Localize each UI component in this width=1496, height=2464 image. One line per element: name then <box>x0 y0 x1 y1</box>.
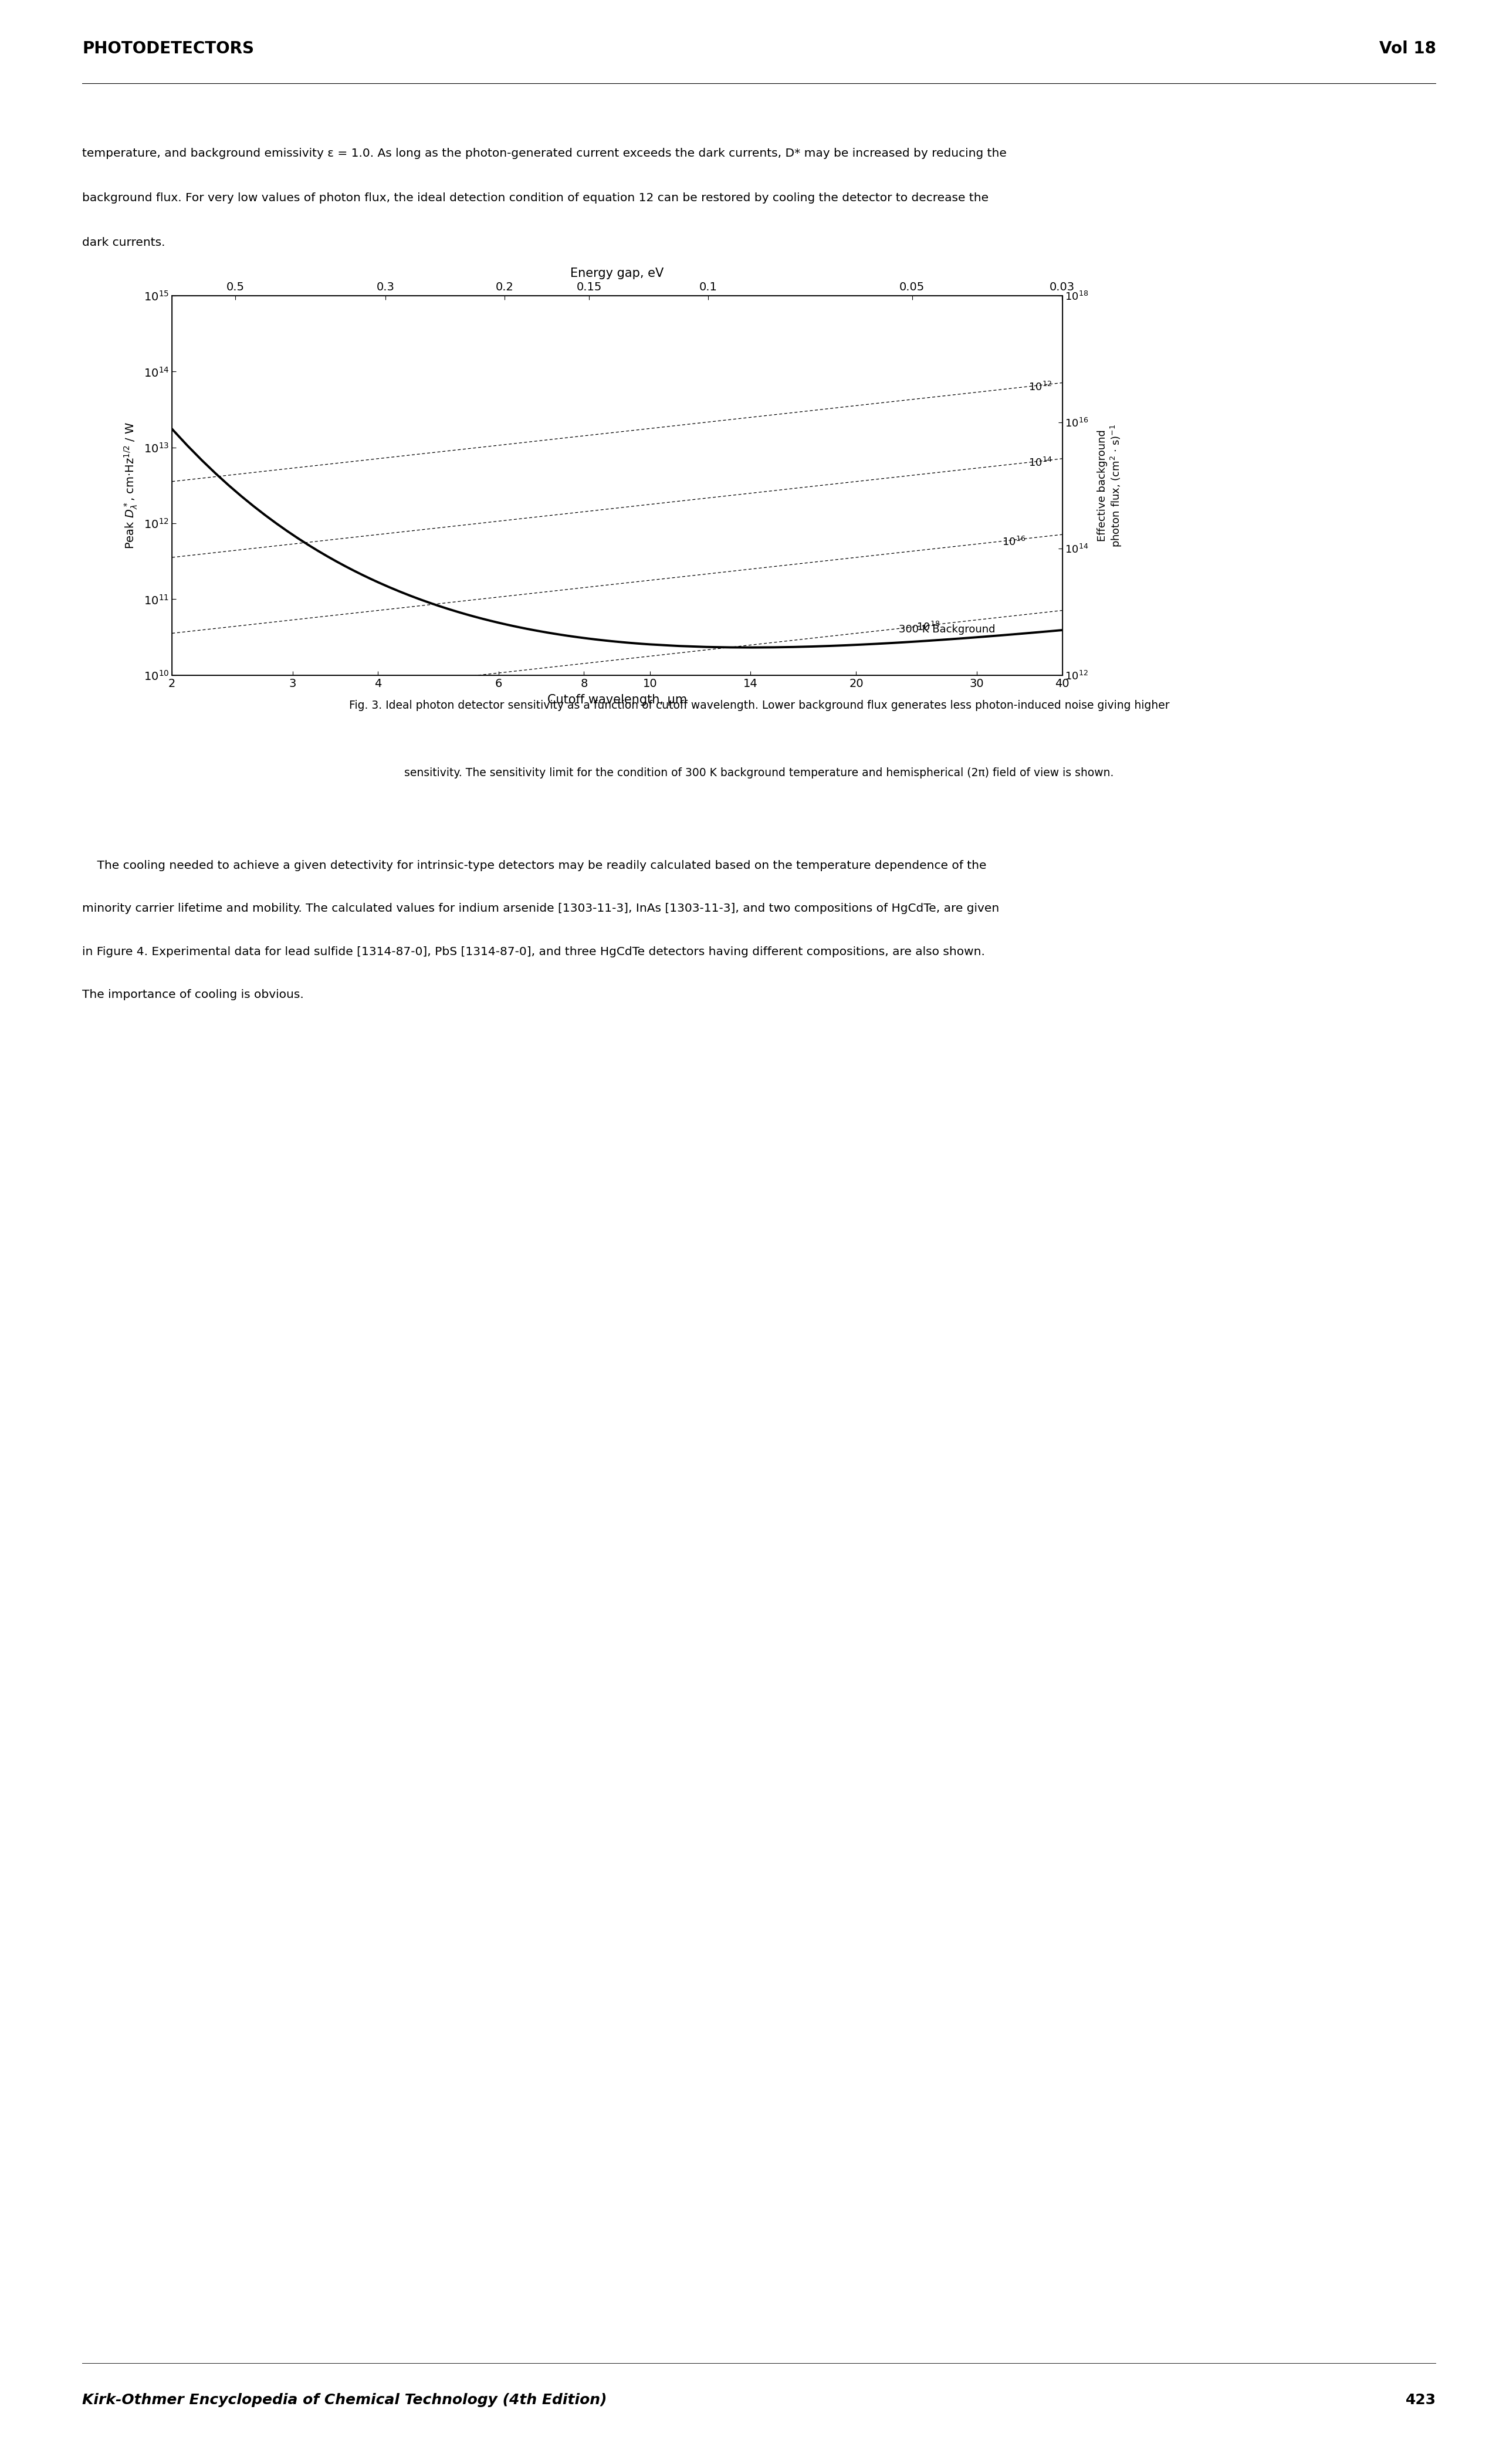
Y-axis label: Effective background
photon flux, (cm$^2$ · s)$^{-1}$: Effective background photon flux, (cm$^2… <box>1097 424 1123 547</box>
Text: Vol 18: Vol 18 <box>1379 39 1436 57</box>
Text: temperature, and background emissivity ε = 1.0. As long as the photon-generated : temperature, and background emissivity ε… <box>82 148 1007 160</box>
Text: 10$^{18}$: 10$^{18}$ <box>916 621 939 633</box>
Text: Kirk-Othmer Encyclopedia of Chemical Technology (4th Edition): Kirk-Othmer Encyclopedia of Chemical Tec… <box>82 2393 607 2407</box>
Text: 10$^{14}$: 10$^{14}$ <box>1028 458 1052 468</box>
Text: minority carrier lifetime and mobility. The calculated values for indium arsenid: minority carrier lifetime and mobility. … <box>82 902 999 914</box>
Text: sensitivity. The sensitivity limit for the condition of 300 K background tempera: sensitivity. The sensitivity limit for t… <box>404 766 1115 779</box>
Text: Fig. 3. Ideal photon detector sensitivity as a function of cutoff wavelength. Lo: Fig. 3. Ideal photon detector sensitivit… <box>349 700 1170 712</box>
Text: in Figure 4. Experimental data for lead sulfide [1314-87-0], PbS [1314-87-0], an: in Figure 4. Experimental data for lead … <box>82 946 984 958</box>
Text: The importance of cooling is obvious.: The importance of cooling is obvious. <box>82 988 304 1000</box>
X-axis label: Cutoff wavelength, µm: Cutoff wavelength, µm <box>548 695 687 705</box>
X-axis label: Energy gap, eV: Energy gap, eV <box>570 269 664 278</box>
Text: 300 K Background: 300 K Background <box>899 623 995 636</box>
Text: 423: 423 <box>1406 2393 1436 2407</box>
Text: The cooling needed to achieve a given detectivity for intrinsic-type detectors m: The cooling needed to achieve a given de… <box>82 860 987 872</box>
Text: 10$^{12}$: 10$^{12}$ <box>1028 382 1052 394</box>
Text: 10$^{16}$: 10$^{16}$ <box>1002 537 1025 547</box>
Y-axis label: Peak $D^*_\lambda$, cm·Hz$^{1/2}$ / W: Peak $D^*_\lambda$, cm·Hz$^{1/2}$ / W <box>123 421 139 549</box>
Text: dark currents.: dark currents. <box>82 237 165 249</box>
Text: background flux. For very low values of photon flux, the ideal detection conditi: background flux. For very low values of … <box>82 192 989 205</box>
Text: PHOTODETECTORS: PHOTODETECTORS <box>82 39 254 57</box>
